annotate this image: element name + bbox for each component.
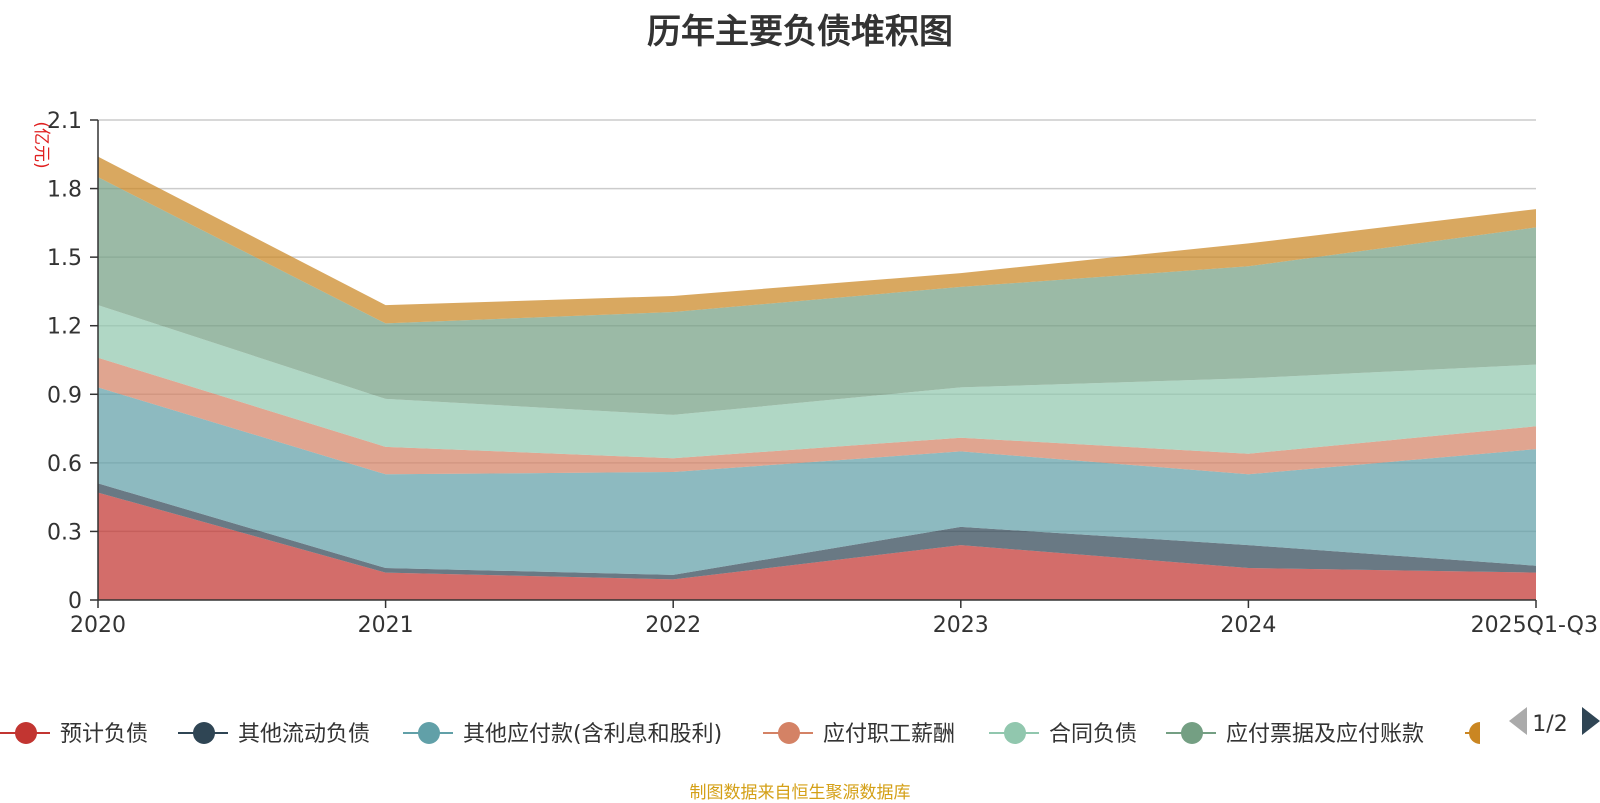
legend-label: 其他应付款(含利息和股利)	[463, 722, 722, 747]
y-tick-label: 2.1	[47, 109, 82, 134]
x-tick-label: 2024	[1220, 613, 1276, 638]
legend-item[interactable]: 其他应付款(含利息和股利)	[403, 722, 722, 747]
legend-marker-icon	[15, 722, 37, 744]
legend-label: 其他流动负债	[238, 722, 370, 747]
y-tick-label: 0	[68, 589, 82, 614]
area-series	[98, 492, 1536, 600]
y-tick-label: 0.6	[47, 452, 82, 477]
y-tick-label: 0.9	[47, 383, 82, 408]
area-series	[98, 177, 1536, 415]
legend-item[interactable]: 预计负债	[0, 722, 148, 747]
legend-page-indicator: 1/2	[1532, 712, 1567, 737]
legend-marker-icon	[193, 722, 215, 744]
x-tick-label: 2022	[645, 613, 701, 638]
legend-item[interactable]: 应付票据及应付账款	[1166, 722, 1424, 747]
x-tick-label: 2025Q1-Q3	[1471, 613, 1598, 638]
y-tick-label: 1.2	[47, 315, 82, 340]
legend-marker-icon	[1004, 722, 1026, 744]
legend-item[interactable]: 应付职工薪酬	[763, 722, 955, 747]
legend-label: 应付票据及应付账款	[1226, 722, 1424, 747]
y-axis-title: (亿元)	[31, 121, 51, 168]
area-series	[98, 156, 1536, 324]
legend-item[interactable]: 合同负债	[989, 722, 1137, 747]
x-tick-label: 2021	[358, 613, 414, 638]
legend-marker-icon	[1181, 722, 1203, 744]
x-tick-label: 2020	[70, 613, 126, 638]
legend-item-partial[interactable]	[1465, 722, 1480, 744]
stacked-areas	[98, 156, 1536, 600]
axes: 0 0.3 0.6 0.9 1.2 1.5 1.8 2.1 2020 2021 2022 2023 20…	[47, 109, 1598, 638]
y-tick-label: 1.8	[47, 178, 82, 203]
legend-label: 预计负债	[60, 722, 148, 747]
legend-label: 合同负债	[1049, 722, 1137, 747]
source-note: 制图数据来自恒生聚源数据库	[689, 783, 911, 803]
legend-marker-icon	[778, 722, 800, 744]
legend-marker-icon	[418, 722, 440, 744]
area-series	[98, 305, 1536, 459]
legend-marker-icon	[1469, 722, 1480, 744]
area-series	[98, 483, 1536, 580]
legend-prev-icon[interactable]	[1509, 707, 1527, 735]
area-series	[98, 387, 1536, 575]
legend-label: 应付职工薪酬	[823, 722, 955, 747]
area-series	[98, 357, 1536, 475]
x-tick-label: 2023	[933, 613, 989, 638]
y-tick-label: 1.5	[47, 246, 82, 271]
y-tick-label: 0.3	[47, 520, 82, 545]
legend-pager: 1/2	[1509, 707, 1600, 737]
legend-item[interactable]: 其他流动负债	[178, 722, 370, 747]
legend: 预计负债 其他流动负债 其他应付款(含利息和股利) 应付职工薪酬 合同负债 应付票据及应付…	[0, 722, 1480, 747]
legend-next-icon[interactable]	[1582, 707, 1600, 735]
chart-title: 历年主要负债堆积图	[647, 12, 953, 52]
